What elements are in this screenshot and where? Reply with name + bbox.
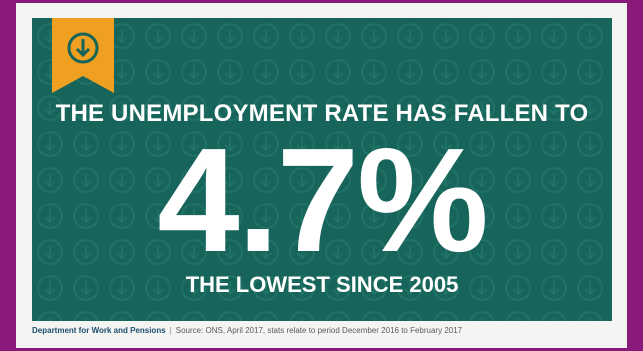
arrow-pattern-background (32, 18, 612, 321)
footer-credit: Department for Work and Pensions | Source:… (32, 326, 612, 335)
headline: THE UNEMPLOYMENT RATE HAS FALLEN TO (55, 100, 589, 127)
unemployment-rate-value: 4.7% (157, 118, 488, 283)
infographic-frame: THE UNEMPLOYMENT RATE HAS FALLEN TO 4.7%… (16, 3, 627, 348)
source-note: Source: ONS, April 2017, stats relate to… (175, 326, 463, 335)
ribbon-badge (52, 18, 114, 93)
department-name: Department for Work and Pensions (32, 326, 166, 335)
infographic-card: THE UNEMPLOYMENT RATE HAS FALLEN TO 4.7%… (32, 18, 612, 321)
subline: THE LOWEST SINCE 2005 (185, 272, 459, 297)
arrow-down-circle-icon (67, 32, 99, 64)
footer-separator: | (169, 326, 172, 335)
